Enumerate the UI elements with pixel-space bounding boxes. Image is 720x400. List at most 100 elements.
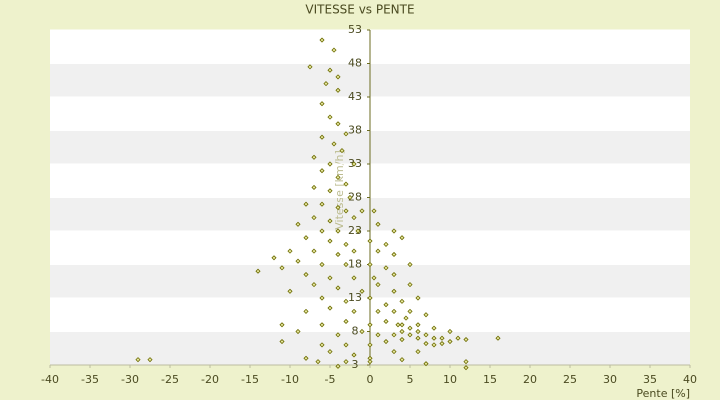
point <box>423 340 429 347</box>
point <box>383 241 389 247</box>
point <box>335 121 341 127</box>
point <box>311 248 317 254</box>
point <box>415 349 421 355</box>
point <box>383 338 389 345</box>
point <box>351 248 357 254</box>
point <box>319 134 325 140</box>
x-tick-label: 40 <box>683 373 697 386</box>
point <box>375 282 381 288</box>
point <box>367 261 373 268</box>
y-tick-label: 43 <box>348 90 362 103</box>
point <box>335 228 341 234</box>
point <box>399 235 405 241</box>
point <box>319 168 325 174</box>
point <box>323 81 329 87</box>
point <box>423 332 429 338</box>
point <box>343 298 349 304</box>
point <box>359 208 365 214</box>
point <box>495 335 501 341</box>
point <box>375 308 381 314</box>
x-axis-label: Pente [%] <box>636 387 690 400</box>
x-tick-label: -5 <box>325 373 336 386</box>
point <box>407 282 413 288</box>
point <box>327 349 333 355</box>
point <box>335 363 341 369</box>
point <box>287 288 293 294</box>
point <box>343 318 349 325</box>
point <box>431 342 437 348</box>
point <box>339 148 345 154</box>
point <box>399 298 405 304</box>
x-tick-label: -25 <box>161 373 179 386</box>
x-tick-label: -10 <box>281 373 299 386</box>
x-tick-label: 35 <box>643 373 657 386</box>
chart-title: VITESSE vs PENTE <box>305 3 414 17</box>
point <box>315 359 321 365</box>
point <box>271 255 277 261</box>
point <box>383 265 389 271</box>
point <box>407 308 413 314</box>
point <box>375 221 381 227</box>
point <box>431 335 437 341</box>
point <box>279 265 285 271</box>
point <box>327 114 333 120</box>
point <box>295 328 301 335</box>
point <box>255 268 261 274</box>
point <box>463 336 469 343</box>
point <box>307 64 313 70</box>
point <box>415 328 421 335</box>
point <box>311 184 317 191</box>
point <box>399 336 405 343</box>
point <box>375 248 381 254</box>
point <box>403 315 409 321</box>
point <box>367 295 373 301</box>
point <box>303 235 309 241</box>
point <box>319 295 325 301</box>
point <box>343 181 349 187</box>
point <box>371 275 377 281</box>
point <box>343 241 349 247</box>
y-tick-label: 28 <box>348 191 362 204</box>
point <box>463 365 469 371</box>
point <box>331 141 337 147</box>
point <box>343 261 349 268</box>
x-tick-label: 20 <box>523 373 537 386</box>
point <box>391 308 397 314</box>
point <box>351 275 357 281</box>
point <box>355 228 361 234</box>
point <box>303 271 309 278</box>
point <box>343 208 349 214</box>
point <box>343 342 349 348</box>
point <box>327 67 333 73</box>
point <box>391 349 397 355</box>
x-tick-label: 25 <box>563 373 577 386</box>
point <box>303 201 309 207</box>
x-tick-label: -15 <box>241 373 259 386</box>
point <box>303 355 309 361</box>
point <box>439 340 445 347</box>
x-tick-label: 30 <box>603 373 617 386</box>
x-tick-label: 0 <box>367 373 374 386</box>
point <box>343 359 349 365</box>
point <box>347 194 353 201</box>
point <box>335 204 341 211</box>
point <box>423 361 429 367</box>
y-tick-label: 38 <box>348 124 362 137</box>
point <box>415 335 421 341</box>
point <box>351 352 357 358</box>
point <box>391 228 397 234</box>
y-tick-label: 18 <box>348 258 362 271</box>
point <box>399 357 405 363</box>
point <box>335 332 341 338</box>
point <box>399 322 405 328</box>
y-tick-label: 8 <box>352 325 359 338</box>
x-tick-label: 5 <box>407 373 414 386</box>
y-tick-label: 53 <box>348 23 362 36</box>
x-tick-label: 15 <box>483 373 497 386</box>
point <box>335 285 341 291</box>
point <box>383 318 389 325</box>
y-tick-label: 3 <box>352 358 359 371</box>
point <box>351 308 357 314</box>
point <box>335 87 341 93</box>
